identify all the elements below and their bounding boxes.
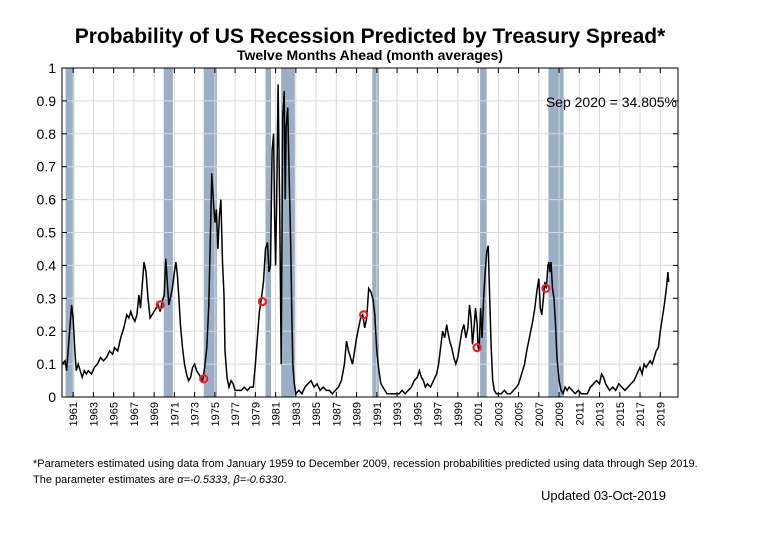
gridlines	[62, 67, 678, 398]
x-tick-label: 1961	[68, 402, 80, 426]
y-tick-label: 0.1	[37, 356, 57, 372]
footnote-prefix: The parameter estimates are	[33, 474, 177, 486]
y-tick-label: 1	[48, 60, 56, 76]
x-tick-label: 2003	[493, 402, 505, 426]
footnote-line-1: *Parameters estimated using data from Ja…	[33, 458, 698, 470]
y-tick-label: 0.4	[37, 257, 57, 273]
x-tick-label: 2009	[554, 402, 566, 426]
y-tick-label: 0.3	[37, 290, 57, 306]
x-tick-label: 1999	[453, 402, 465, 426]
x-tick-label: 1967	[129, 402, 141, 426]
y-tick-label: 0.7	[37, 159, 57, 175]
x-tick-label: 1975	[210, 402, 222, 426]
x-tick-label: 1973	[190, 402, 202, 426]
x-tick-label: 1971	[169, 402, 181, 426]
y-tick-label: 0.2	[37, 323, 57, 339]
chart-subtitle: Twelve Months Ahead (month averages)	[237, 47, 503, 63]
x-tick-label: 1969	[149, 402, 161, 426]
x-tick-label: 2001	[473, 402, 485, 426]
x-tick-label: 2015	[615, 402, 627, 426]
x-tick-label: 1977	[230, 402, 242, 426]
x-tick-label: 1991	[372, 402, 384, 426]
y-tick-label: 0	[48, 389, 56, 405]
y-tick-label: 0.6	[37, 192, 57, 208]
x-tick-label: 2011	[574, 402, 586, 426]
footnote-end: .	[283, 474, 286, 486]
marker-peak-2000	[472, 343, 482, 353]
footnote-line-2: The parameter estimates are α=-0.5333, β…	[33, 474, 287, 486]
x-tick-label: 1985	[311, 402, 323, 426]
updated-date: Updated 03-Oct-2019	[541, 488, 666, 503]
x-tick-label: 1987	[331, 402, 343, 426]
marker-peak-1989	[359, 310, 369, 320]
marker-peak-1969	[155, 300, 165, 310]
x-axis-ticks: 1961 1963 1965 1967 1969 1971 1973 1975 1977 1979…	[68, 68, 667, 426]
probability-series-line	[61, 84, 670, 396]
y-tick-label: 0.8	[37, 126, 57, 142]
footnote-alpha: α=-0.5333	[177, 474, 228, 486]
footnote-beta: β=-0.6330	[232, 474, 284, 486]
forecast-annotation: Sep 2020 = 34.805%	[546, 94, 677, 110]
x-tick-label: 2005	[514, 402, 526, 426]
x-tick-label: 2013	[595, 402, 607, 426]
x-tick-label: 1963	[88, 402, 100, 426]
x-tick-label: 1993	[392, 402, 404, 426]
y-tick-label: 0.5	[37, 225, 57, 241]
x-tick-label: 1983	[291, 402, 303, 426]
x-tick-label: 1995	[412, 402, 424, 426]
x-tick-label: 2017	[635, 402, 647, 426]
marker-peak-2007	[541, 283, 551, 294]
y-axis-ticks: 0 0.1 0.2 0.3 0.4 0.5 0.6 0.7 0.8 0.9 1	[37, 60, 678, 405]
x-tick-label: 2019	[655, 402, 667, 426]
y-tick-label: 0.9	[37, 93, 57, 109]
peak-markers	[155, 283, 551, 384]
x-tick-label: 1981	[271, 402, 283, 426]
footnote-separator: ,	[227, 474, 233, 486]
x-tick-label: 1989	[352, 402, 364, 426]
chart-title: Probability of US Recession Predicted by…	[75, 25, 666, 48]
x-tick-label: 1979	[250, 402, 262, 426]
x-tick-label: 1965	[109, 402, 121, 426]
marker-peak-1973	[199, 374, 209, 384]
marker-peak-1979	[257, 296, 268, 307]
x-tick-label: 2007	[534, 402, 546, 426]
x-tick-label: 1997	[433, 402, 445, 426]
